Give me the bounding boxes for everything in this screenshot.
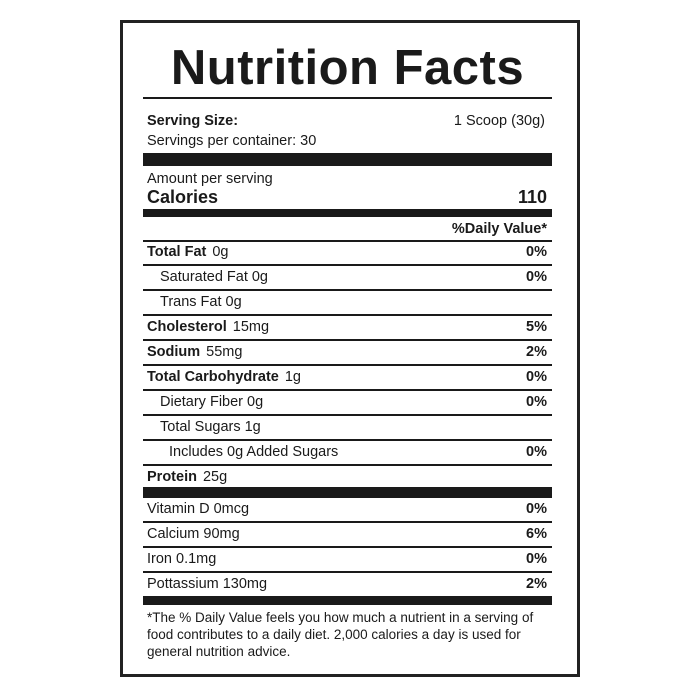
rule	[143, 364, 552, 366]
daily-value: 5%	[526, 319, 547, 335]
nutrient-amount: 55mg	[206, 344, 243, 360]
rule	[143, 546, 552, 548]
nutrient-name: Iron 0.1mg	[147, 551, 217, 567]
nutrient-name: Vitamin D 0mcg	[147, 501, 250, 517]
footnote: *The % Daily Value feels you how much a …	[147, 610, 534, 659]
calories-label: Calories	[147, 187, 219, 207]
calories-value: 110	[517, 187, 547, 207]
amount-label: Amount per serving	[147, 171, 273, 187]
nutrient-amount: 0mcg	[213, 501, 250, 517]
nutrient-name: Saturated Fat 0g	[160, 269, 268, 285]
nutrient-name: Cholesterol 15mg	[147, 319, 270, 335]
rule	[143, 464, 552, 466]
dv-header: %Daily Value*	[451, 221, 547, 237]
nutrient-amount: 90mg	[203, 526, 240, 542]
rule	[143, 521, 552, 523]
rule	[143, 264, 552, 266]
thick-rule	[143, 487, 552, 498]
title: Nutrition Facts	[170, 41, 525, 95]
daily-value: 0%	[526, 394, 547, 410]
rule	[143, 339, 552, 341]
servings-per-container: Servings per container: 30	[147, 133, 317, 149]
rule	[143, 240, 552, 242]
nutrient-amount: 15mg	[232, 319, 270, 335]
nutrient-amount: 1g	[284, 369, 301, 385]
daily-value: 0%	[526, 551, 547, 567]
nutrient-amount: 0g	[212, 244, 229, 260]
thick-rule	[143, 209, 552, 217]
label-border	[120, 20, 580, 677]
nutrient-name: Total Carbohydrate 1g	[147, 369, 301, 385]
nutrient-name: Dietary Fiber 0g	[160, 394, 264, 410]
serving-value: 1 Scoop (30g)	[453, 113, 545, 129]
nutrient-amount: 130mg	[222, 576, 268, 592]
rule	[143, 389, 552, 391]
nutrient-name: Trans Fat 0g	[160, 294, 242, 310]
nutrient-name: Sodium 55mg	[147, 344, 243, 360]
rule	[143, 289, 552, 291]
thick-rule	[143, 153, 552, 166]
serving-label: Serving Size:	[147, 113, 239, 129]
thick-rule	[143, 596, 552, 605]
nutrient-amount: 0g	[225, 294, 242, 310]
nutrient-name: Calcium 90mg	[147, 526, 240, 542]
daily-value: 2%	[526, 576, 547, 592]
nutrient-amount: 0g	[247, 394, 264, 410]
daily-value: 6%	[526, 526, 547, 542]
nutrient-name: Total Fat 0g	[147, 244, 229, 260]
nutrient-amount: 0.1mg	[176, 551, 217, 567]
daily-value: 0%	[526, 444, 547, 460]
daily-value: 2%	[526, 344, 547, 360]
rule	[143, 439, 552, 441]
nutrient-name: Includes 0g Added Sugars	[169, 444, 339, 460]
nutrient-name: Protein 25g	[147, 469, 228, 485]
rule	[143, 414, 552, 416]
nutrient-name: Pottassium 130mg	[147, 576, 268, 592]
nutrient-name: Total Sugars 1g	[160, 419, 261, 435]
daily-value: 0%	[526, 369, 547, 385]
rule	[143, 314, 552, 316]
nutrient-amount: 0g	[251, 269, 268, 285]
rule	[143, 571, 552, 573]
daily-value: 0%	[526, 501, 547, 517]
rule	[143, 97, 552, 99]
nutrient-amount: 25g	[202, 469, 228, 485]
daily-value: 0%	[526, 244, 547, 260]
nutrient-amount: 1g	[244, 419, 261, 435]
daily-value: 0%	[526, 269, 547, 285]
